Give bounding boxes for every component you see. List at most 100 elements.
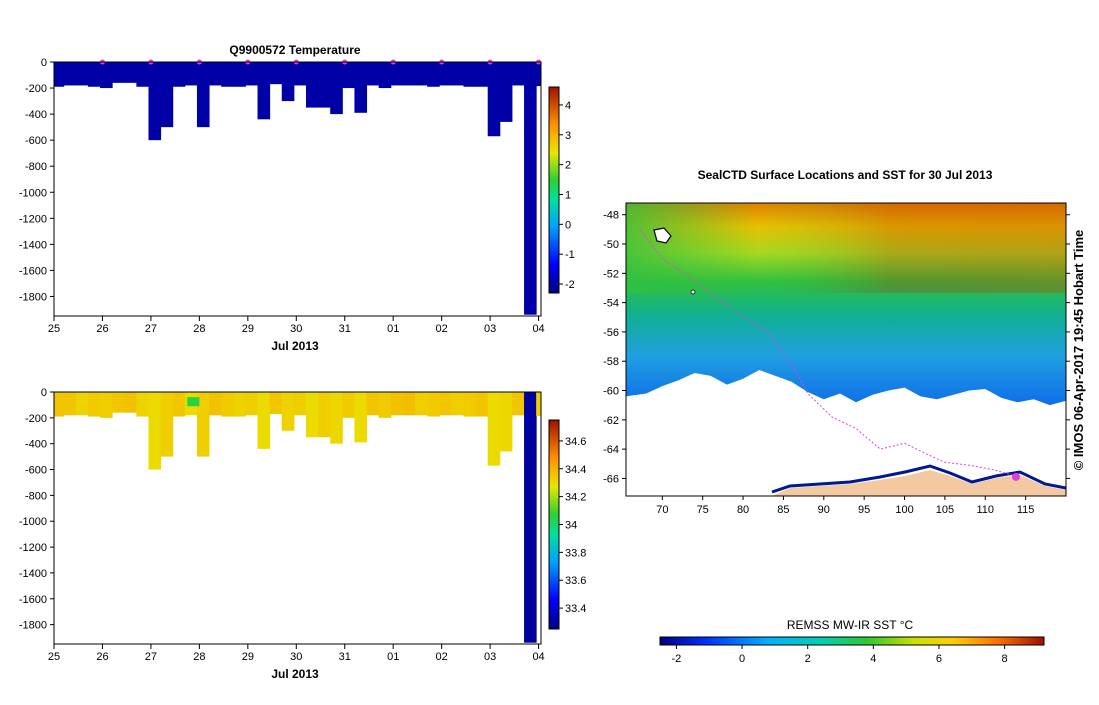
x-tick-label: 28 [193, 323, 205, 335]
profile-bar [245, 392, 259, 416]
profile-bar [245, 62, 259, 86]
x-tick-label: 26 [96, 323, 108, 335]
profile-bar [293, 392, 307, 416]
profile-bar [87, 62, 101, 87]
x-tick-label: 27 [145, 323, 157, 335]
salinity-plot-frame [53, 391, 542, 645]
sst-colorbar-tick-label: 4 [870, 653, 876, 665]
x-tick-label: 03 [484, 651, 496, 663]
y-tick-label: -600 [25, 135, 47, 147]
lon-tick-label: 95 [858, 504, 870, 516]
y-tick-label: -1400 [19, 239, 47, 251]
colorbar-tick-label: 33.4 [565, 603, 586, 615]
salinity-colorbar-ticks: 33.4 33.6 33.8 34 34.2 34.4 34.6 [559, 436, 586, 615]
temperature-colorbar [548, 86, 560, 294]
temperature-x-axis: 25 26 27 28 29 30 31 01 02 03 04 [48, 316, 545, 335]
y-tick-label: -1000 [19, 516, 47, 528]
profile-bar [269, 62, 283, 85]
colorbar-tick-label: 34.2 [565, 492, 586, 504]
colorbar-tick-label: 33.6 [565, 575, 586, 587]
x-tick-label: 31 [339, 651, 351, 663]
y-tick-label: 0 [41, 387, 47, 399]
profile-bar [87, 392, 101, 417]
temperature-colorbar-ticks: -2 -1 0 1 2 3 4 [559, 100, 575, 291]
profile-bar [439, 392, 452, 416]
y-tick-label: -1800 [19, 291, 47, 303]
lon-tick-label: 85 [777, 504, 789, 516]
x-tick-label: 04 [532, 651, 544, 663]
profile-bar [330, 392, 343, 444]
sst-colorbar-tick-label: 2 [805, 653, 811, 665]
subantarctic-islands [653, 227, 696, 295]
y-tick-label: -1600 [19, 265, 47, 277]
profile-bar [354, 392, 368, 443]
lon-tick-label: 90 [818, 504, 830, 516]
profile-bar [233, 392, 246, 417]
profile-bar [148, 62, 162, 141]
profile-bar [112, 62, 125, 83]
x-tick-label: 29 [242, 323, 254, 335]
profile-bar [281, 392, 295, 431]
sst-map: SealCTD Surface Locations and SST for 30… [603, 168, 1086, 665]
temperature-plot-frame [53, 61, 542, 317]
profile-bar [487, 392, 501, 466]
colorbar-tick-label: -1 [565, 249, 575, 261]
lat-tick-label: -52 [603, 268, 619, 280]
lon-tick-label: 110 [976, 504, 994, 516]
salinity-profile-bars [54, 392, 542, 643]
profile-bar [439, 62, 452, 86]
x-tick-label: 29 [242, 651, 254, 663]
x-tick-label: 02 [436, 323, 448, 335]
y-tick-label: -800 [25, 161, 47, 173]
lat-tick-label: -48 [603, 210, 619, 222]
profile-bar [281, 62, 295, 102]
profile-bar [124, 392, 137, 413]
profile-bar [196, 62, 210, 128]
lat-tick-label: -56 [603, 327, 619, 339]
colorbar-tick-label: 4 [565, 100, 571, 112]
x-tick-label: 25 [48, 651, 60, 663]
sst-colorbar-tick-label: 0 [739, 653, 745, 665]
seal-track [639, 229, 1014, 476]
profile-bar [269, 392, 283, 414]
lon-tick-label: 105 [936, 504, 954, 516]
profile-bar [487, 62, 501, 137]
profile-bar [390, 392, 404, 416]
profile-bar [536, 392, 542, 416]
profile-bar [475, 62, 489, 87]
profile-bar [305, 392, 319, 438]
x-tick-label: 31 [339, 323, 351, 335]
sst-colorbar-label: REMSS MW-IR SST °C [787, 618, 914, 632]
profile-bar [160, 62, 174, 128]
salinity-x-label: Jul 2013 [271, 667, 319, 681]
x-tick-label: 01 [387, 323, 399, 335]
profile-bar [415, 392, 428, 416]
y-tick-label: -400 [25, 109, 47, 121]
profile-bar [54, 392, 65, 417]
sst-colorbar-tick-label: 8 [1002, 653, 1008, 665]
coastal-cold-water [771, 464, 1066, 494]
profile-bar [293, 62, 307, 86]
colorbar-tick-label: 34.6 [565, 436, 586, 448]
profile-bar [63, 392, 77, 416]
x-tick-label: 25 [48, 323, 60, 335]
lat-tick-label: -62 [603, 415, 619, 427]
seal-last-position [1011, 472, 1020, 481]
map-frame [625, 202, 1067, 497]
lat-tick-label: -50 [603, 239, 619, 251]
profile-bar [463, 62, 477, 87]
profile-bar [124, 62, 137, 83]
map-latitude-axis: -48 -50 -52 -54 -56 -58 -60 -62 -64 -66 [603, 210, 1070, 485]
profile-bar [354, 62, 368, 113]
profile-bar [209, 392, 222, 416]
y-tick-label: -400 [25, 439, 47, 451]
profile-bar [136, 62, 149, 87]
y-tick-label: -1000 [19, 187, 47, 199]
lat-tick-label: -60 [603, 386, 619, 398]
profile-bar [415, 62, 428, 86]
profile-bar [172, 62, 186, 87]
profile-bar [257, 392, 271, 449]
lat-tick-label: -58 [603, 356, 619, 368]
profile-bar [342, 62, 355, 89]
